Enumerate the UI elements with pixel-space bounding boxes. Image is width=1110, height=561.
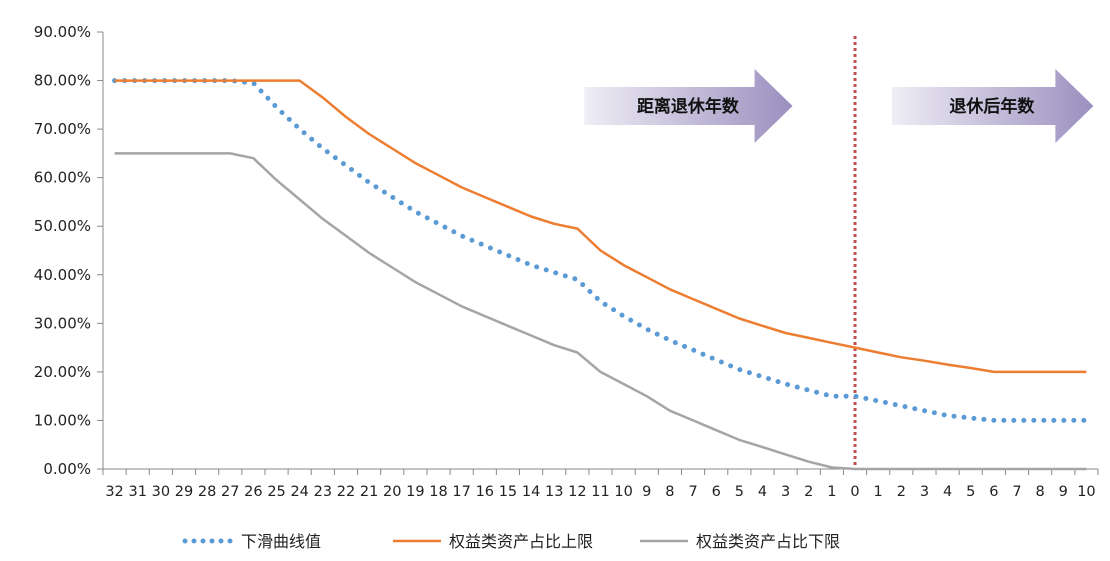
x-tick-label: 18 [429, 484, 447, 500]
x-tick-label: 16 [476, 484, 494, 500]
y-tick-label: 60.00% [34, 169, 91, 187]
x-tick-label: 4 [758, 484, 767, 500]
x-tick-label: 6 [712, 484, 721, 500]
x-tick-label: 19 [406, 484, 424, 500]
x-tick-label: 3 [781, 484, 790, 500]
y-tick-label: 20.00% [34, 363, 91, 381]
x-tick-label: 30 [152, 484, 170, 500]
annotation-layer: 距离退休年数 退休后年数 [584, 36, 1094, 469]
y-tick-label: 80.00% [34, 72, 91, 90]
annotation-label: 退休后年数 [949, 96, 1035, 117]
x-tick-label: 31 [128, 484, 146, 500]
x-tick-label: 3 [920, 484, 929, 500]
x-tick-label: 29 [175, 484, 193, 500]
y-tick-label: 30.00% [34, 314, 91, 332]
x-tick-label: 13 [545, 484, 563, 500]
x-tick-label: 1 [874, 484, 883, 500]
x-tick-label: 12 [568, 484, 586, 500]
x-tick-label: 28 [198, 484, 216, 500]
legend-label: 权益类资产占比下限 [696, 532, 840, 551]
x-tick-label: 24 [290, 484, 308, 500]
x-tick-label: 22 [337, 484, 355, 500]
x-tick-label: 2 [804, 484, 813, 500]
y-tick-label: 70.00% [34, 120, 91, 138]
x-tick-label: 27 [221, 484, 239, 500]
x-tick-label: 17 [452, 484, 470, 500]
x-tick-label: 25 [267, 484, 285, 500]
y-tick-label: 10.00% [34, 411, 91, 429]
x-tick-label: 5 [966, 484, 975, 500]
x-tick-label: 7 [688, 484, 697, 500]
annotation-arrow [892, 69, 1094, 143]
x-tick-label: 4 [943, 484, 952, 500]
x-tick-label: 11 [591, 484, 609, 500]
x-tick-label: 23 [314, 484, 332, 500]
legend: 下滑曲线值 权益类资产占比上限 权益类资产占比下限 [182, 532, 840, 551]
x-tick-label: 32 [105, 484, 123, 500]
x-tick-label: 5 [735, 484, 744, 500]
x-tick-label: 10 [614, 484, 632, 500]
x-tick-label: 9 [1059, 484, 1068, 500]
x-tick-label: 2 [897, 484, 906, 500]
legend-label: 权益类资产占比上限 [449, 532, 593, 551]
x-tick-label: 20 [383, 484, 401, 500]
x-tick-label: 9 [642, 484, 651, 500]
x-tick-label: 1 [827, 484, 836, 500]
y-tick-label: 0.00% [43, 460, 91, 478]
y-tick-label: 90.00% [34, 23, 91, 41]
x-tick-label: 8 [1036, 484, 1045, 500]
series-line [112, 78, 1089, 423]
series-layer [112, 78, 1089, 471]
x-tick-label: 0 [850, 484, 859, 500]
x-tick-label: 6 [989, 484, 998, 500]
annotation-label: 距离退休年数 [637, 96, 740, 117]
x-tick-label: 15 [499, 484, 517, 500]
x-tick-label: 7 [1012, 484, 1021, 500]
x-tick-label: 8 [665, 484, 674, 500]
x-tick-label: 21 [360, 484, 378, 500]
x-tick-label: 26 [244, 484, 262, 500]
x-tick-label: 10 [1077, 484, 1095, 500]
legend-label: 下滑曲线值 [241, 532, 321, 551]
y-tick-label: 40.00% [34, 266, 91, 284]
axis-layer: 0.00% 10.00% 20.00% 30.00% 40.00% 50.00% 60.00… [34, 23, 1099, 500]
y-tick-label: 50.00% [34, 217, 91, 235]
series-line [114, 152, 1087, 471]
x-tick-label: 14 [522, 484, 540, 500]
series-line [114, 79, 1087, 374]
annotation-arrow [584, 69, 793, 143]
